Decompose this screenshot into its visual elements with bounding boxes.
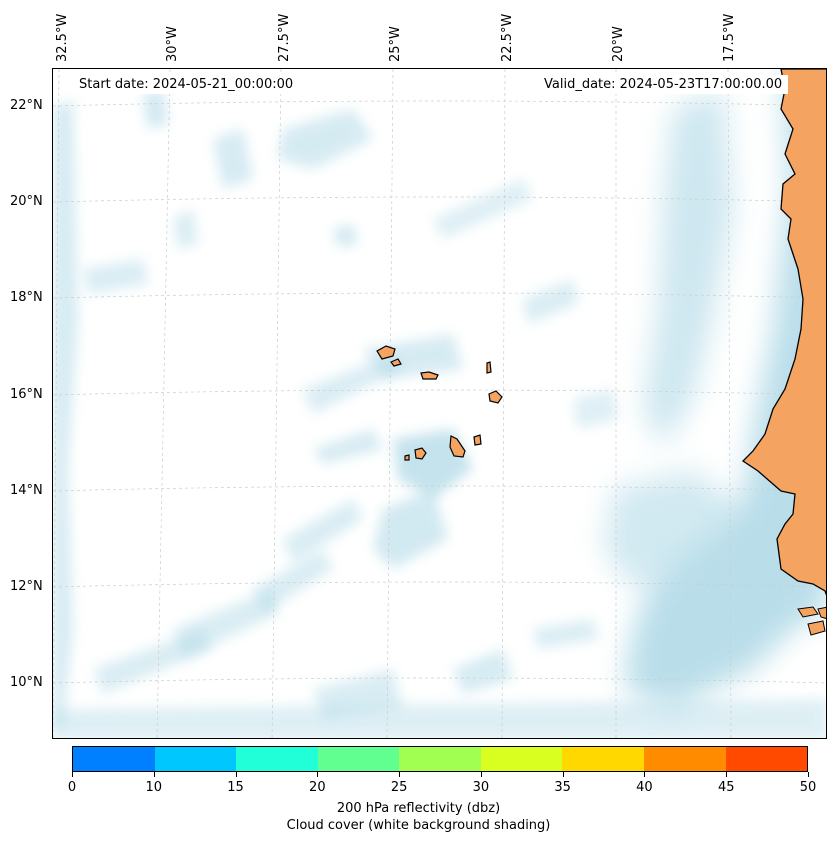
meridian-27-5w bbox=[271, 69, 282, 738]
colorbar-segment-3 bbox=[317, 747, 400, 771]
lon-label-30w: 30°W bbox=[165, 26, 180, 62]
parallel-22n bbox=[53, 100, 826, 107]
colorbar-tick-15 bbox=[235, 772, 237, 777]
colorbar-tick-30 bbox=[480, 772, 482, 777]
island-sao-nicolau bbox=[420, 371, 439, 380]
colorbar-tick-label-35: 35 bbox=[554, 780, 571, 795]
lat-label-14n: 14°N bbox=[10, 483, 43, 498]
colorbar-segment-1 bbox=[154, 747, 237, 771]
meridian-30w bbox=[156, 69, 171, 738]
colorbar-tick-0 bbox=[72, 772, 73, 777]
colorbar-tick-label-20: 20 bbox=[309, 780, 326, 795]
colorbar-segment-0 bbox=[73, 747, 155, 771]
colorbar-tick-label-25: 25 bbox=[390, 780, 408, 795]
meridian-17-5w bbox=[727, 69, 732, 738]
colorbar-tick-label-30: 30 bbox=[472, 780, 490, 795]
colorbar-segment-5 bbox=[480, 747, 563, 771]
parallel-18n bbox=[53, 292, 826, 299]
reflectivity-colorbar bbox=[72, 746, 808, 772]
coastal-islands bbox=[797, 606, 826, 636]
colorbar-tick-45 bbox=[726, 772, 728, 777]
colorbar-segment-7 bbox=[643, 747, 726, 771]
colorbar-segment-6 bbox=[562, 747, 644, 771]
island-santiago bbox=[449, 435, 466, 458]
map-canvas bbox=[53, 69, 826, 738]
lon-label-20w: 20°W bbox=[611, 26, 626, 62]
lat-label-18n: 18°N bbox=[10, 290, 43, 305]
island-fogo bbox=[414, 447, 427, 460]
lon-label-17-5w: 17.5°W bbox=[722, 13, 737, 62]
valid-date-label: Valid_date: 2024-05-23T17:00:00.00 bbox=[538, 75, 789, 94]
parallel-10n bbox=[53, 677, 826, 684]
lat-label-10n: 10°N bbox=[10, 675, 43, 690]
meridian-32-5w bbox=[53, 69, 60, 738]
colorbar-label-cloud-cover: Cloud cover (white background shading) bbox=[286, 818, 551, 833]
meridian-22-5w bbox=[501, 69, 506, 738]
island-sal bbox=[486, 361, 492, 374]
colorbar-tick-10 bbox=[153, 772, 155, 777]
island-santo-antao bbox=[376, 345, 396, 360]
island-boa-vista bbox=[488, 390, 503, 404]
lat-label-22n: 22°N bbox=[10, 98, 43, 113]
colorbar-tick-label-40: 40 bbox=[636, 780, 653, 795]
lon-label-25w: 25°W bbox=[388, 26, 403, 62]
island-brava bbox=[404, 454, 410, 461]
parallel-16n bbox=[53, 389, 826, 396]
colorbar-tick-label-10: 10 bbox=[145, 780, 163, 795]
map-panel bbox=[52, 68, 827, 739]
colorbar-segment-8 bbox=[725, 747, 808, 771]
island-sao-vicente bbox=[390, 358, 402, 367]
meridian-25w bbox=[386, 69, 394, 738]
lat-label-20n: 20°N bbox=[10, 194, 43, 209]
colorbar-tick-35 bbox=[562, 772, 564, 777]
start-date-label: Start date: 2024-05-21_00:00:00 bbox=[73, 75, 300, 94]
parallel-12n bbox=[53, 581, 826, 588]
colorbar-tick-label-0: 0 bbox=[67, 780, 77, 795]
lon-label-32-5w: 32.5°W bbox=[55, 13, 70, 62]
parallel-20n bbox=[53, 196, 826, 203]
colorbar-segment-4 bbox=[399, 747, 481, 771]
lat-label-16n: 16°N bbox=[10, 387, 43, 402]
parallel-14n bbox=[53, 485, 826, 492]
cape-verde-islands bbox=[376, 345, 503, 461]
colorbar-tick-40 bbox=[644, 772, 646, 777]
colorbar-tick-20 bbox=[317, 772, 319, 777]
african-coast-land bbox=[741, 69, 826, 596]
colorbar-segment-2 bbox=[236, 747, 318, 771]
colorbar-tick-25 bbox=[399, 772, 401, 777]
lon-label-27-5w: 27.5°W bbox=[277, 13, 292, 62]
lon-label-22-5w: 22.5°W bbox=[500, 13, 515, 62]
colorbar-label-reflectivity: 200 hPa reflectivity (dbz) bbox=[336, 801, 501, 816]
colorbar-tick-50 bbox=[808, 772, 809, 777]
cloud-cover-layer bbox=[53, 69, 826, 738]
colorbar-tick-label-50: 50 bbox=[799, 780, 817, 795]
graticule bbox=[53, 69, 826, 738]
island-maio bbox=[473, 434, 482, 446]
lat-label-12n: 12°N bbox=[10, 579, 43, 594]
colorbar-tick-label-15: 15 bbox=[227, 780, 244, 795]
colorbar-tick-label-45: 45 bbox=[717, 780, 735, 795]
